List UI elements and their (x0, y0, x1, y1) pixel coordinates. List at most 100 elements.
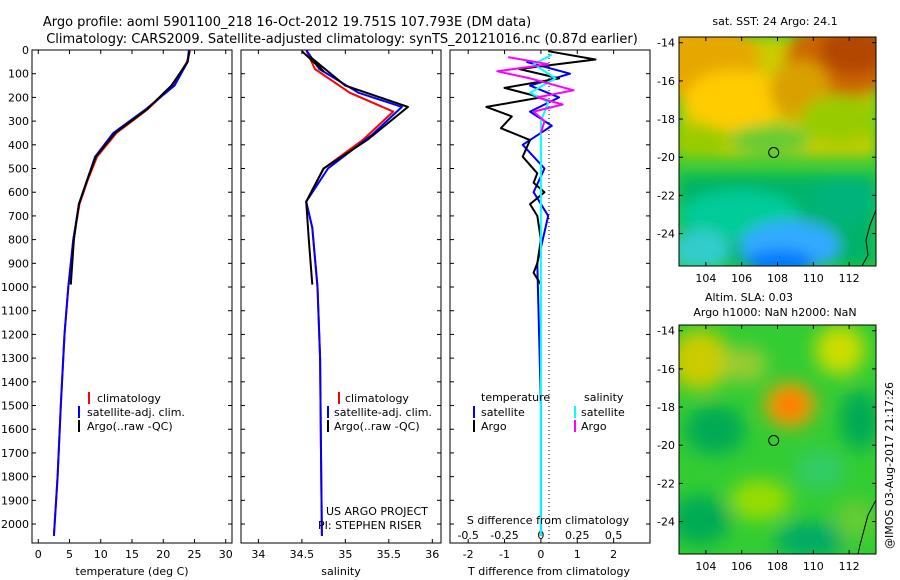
temperature-legend: climatology satellite-adj. clim. Argo(..… (78, 392, 185, 433)
series-line-argo-raw-qc (69, 51, 191, 285)
temperature-profiles (52, 50, 192, 536)
y-tick-label: 1200 (1, 328, 29, 341)
y-tick-label: 600 (8, 186, 29, 199)
legend-label-satellite-adj: satellite-adj. clim. (334, 406, 432, 419)
y-tick-label: 900 (8, 257, 29, 270)
sst-map-title: sat. SST: 24 Argo: 24.1 (712, 15, 837, 28)
x-tick-label: 25 (188, 548, 202, 561)
difference-panel: -2 -1 0 1 2-0.5 -0.25 0 0.25 0.5 temperature sal… (449, 49, 651, 578)
map-y-tick-label: -24 (657, 228, 675, 241)
map-x-tick-label: 108 (767, 272, 788, 285)
legend-label-argo: Argo(..raw -QC) (334, 420, 420, 433)
y-tick-label: 1300 (1, 352, 29, 365)
legend-head-temperature: temperature (481, 391, 550, 404)
y-tick-label: 1400 (1, 376, 29, 389)
figure-title-line1: Argo profile: aoml 5901100_218 16-Oct-20… (43, 15, 531, 30)
map-y-tick-label: -18 (657, 113, 675, 126)
map-x-tick-label: 106 (731, 560, 752, 573)
map-x-tick-label: 110 (803, 272, 824, 285)
depth-axis: 0 100 200 300 400 500 600 700 800 900 1000 1100 1200… (1, 44, 232, 531)
x-tick-label: 35.5 (377, 548, 402, 561)
difference-profiles (485, 50, 597, 536)
salinity-profiles (301, 50, 409, 536)
x-tick-label: 20 (156, 548, 170, 561)
pi-credit: PI: STEPHEN RISER (318, 519, 422, 532)
map-y-tick-label: -24 (657, 516, 675, 529)
map-y-tick-label: -16 (657, 75, 675, 88)
x-tick-label: 34.5 (290, 548, 315, 561)
salinity-x-axis: 34 34.5 35 35.5 36 (251, 50, 439, 561)
y-tick-label: 1800 (1, 471, 29, 484)
s-diff-tick-label: 0.25 (565, 529, 590, 542)
sla-map-axes: 104 106 108 110 112 -14 -16 -18 -20 -22 -24 (657, 325, 876, 573)
sst-field (679, 37, 876, 266)
x-tick-label: 0 (537, 548, 544, 561)
x-tick-label: 2 (610, 548, 617, 561)
map-x-tick-label: 112 (839, 560, 860, 573)
x-tick-label: 10 (94, 548, 108, 561)
x-tick-label: 30 (219, 548, 233, 561)
sla-map-title-line1: Altim. SLA: 0.03 (705, 291, 793, 304)
map-y-tick-label: -20 (657, 151, 675, 164)
map-y-tick-label: -20 (657, 439, 675, 452)
temperature-axes-frame (31, 49, 233, 544)
y-tick-label: 700 (8, 210, 29, 223)
y-tick-label: 1500 (1, 400, 29, 413)
y-tick-label: 1700 (1, 447, 29, 460)
map-x-tick-label: 108 (767, 560, 788, 573)
salinity-axes-frame (240, 49, 442, 544)
salinity-x-label: salinity (321, 565, 361, 578)
y-tick-label: 1000 (1, 281, 29, 294)
temperature-panel: 0100200300400500600700800900100011001200… (1, 44, 233, 578)
project-credit: US ARGO PROJECT (326, 505, 428, 518)
map-y-tick-label: -16 (657, 363, 675, 376)
x-tick-label: 36 (425, 548, 439, 561)
map-y-tick-label: -14 (657, 37, 675, 50)
s-diff-tick-label: -0.5 (457, 529, 478, 542)
x-tick-label: -1 (499, 548, 510, 561)
y-tick-label: 0 (22, 44, 29, 57)
legend-label-temperature-satellite: satellite (481, 406, 525, 419)
s-difference-label: S difference from climatology (467, 514, 630, 527)
argo-location-marker (768, 147, 780, 158)
difference-axes-frame (449, 49, 651, 544)
sla-map-panel: Altim. SLA: 0.03 Argo h1000: NaN h2000: … (657, 291, 877, 573)
legend-label-argo: Argo(..raw -QC) (87, 420, 173, 433)
t-difference-label: T difference from climatology (467, 565, 630, 578)
x-tick-label: 0 (35, 548, 42, 561)
x-tick-label: 15 (125, 548, 139, 561)
map-y-tick-label: -18 (657, 401, 675, 414)
legend-label-temperature-argo: Argo (481, 420, 507, 433)
map-y-tick-label: -22 (657, 477, 675, 490)
s-diff-tick-label: -0.25 (490, 529, 518, 542)
map-x-tick-label: 104 (695, 272, 716, 285)
map-y-tick-label: -14 (657, 325, 675, 338)
y-tick-label: 400 (8, 139, 29, 152)
salinity-legend: climatology satellite-adj. clim. Argo(..… (327, 392, 432, 433)
y-tick-label: 800 (8, 234, 29, 247)
map-x-tick-label: 112 (839, 272, 860, 285)
y-tick-label: 300 (8, 115, 29, 128)
sla-map-title-line2: Argo h1000: NaN h2000: NaN (693, 306, 856, 319)
legend-label-salinity-satellite: satellite (581, 406, 625, 419)
map-x-tick-label: 106 (731, 272, 752, 285)
legend-label-satellite-adj: satellite-adj. clim. (87, 406, 185, 419)
imos-timestamp: @IMOS 03-Aug-2017 21:17:26 (883, 382, 896, 549)
legend-head-salinity: salinity (584, 391, 624, 404)
y-tick-label: 2000 (1, 518, 29, 531)
figure-title-line2: Climatology: CARS2009. Satellite-adjuste… (46, 32, 638, 47)
y-tick-label: 1900 (1, 494, 29, 507)
s-diff-tick-label: 0.5 (605, 529, 623, 542)
temperature-x-axis: 0 5 10 15 20 25 30 (35, 50, 233, 561)
x-tick-label: -2 (463, 548, 474, 561)
y-tick-label: 500 (8, 163, 29, 176)
sla-field (679, 325, 876, 554)
coastline (857, 499, 876, 554)
y-tick-label: 1600 (1, 423, 29, 436)
legend-label-salinity-argo: Argo (581, 420, 607, 433)
map-x-tick-label: 110 (803, 560, 824, 573)
x-tick-label: 34 (251, 548, 265, 561)
map-x-tick-label: 104 (695, 560, 716, 573)
temperature-x-label: temperature (deg C) (75, 565, 188, 578)
